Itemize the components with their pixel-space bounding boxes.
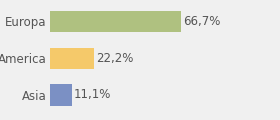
Bar	[50, 84, 72, 106]
Bar	[50, 11, 181, 32]
Text: 22,2%: 22,2%	[96, 52, 133, 65]
Bar	[50, 48, 94, 69]
Text: 66,7%: 66,7%	[183, 15, 220, 28]
Text: 11,1%: 11,1%	[74, 88, 111, 102]
